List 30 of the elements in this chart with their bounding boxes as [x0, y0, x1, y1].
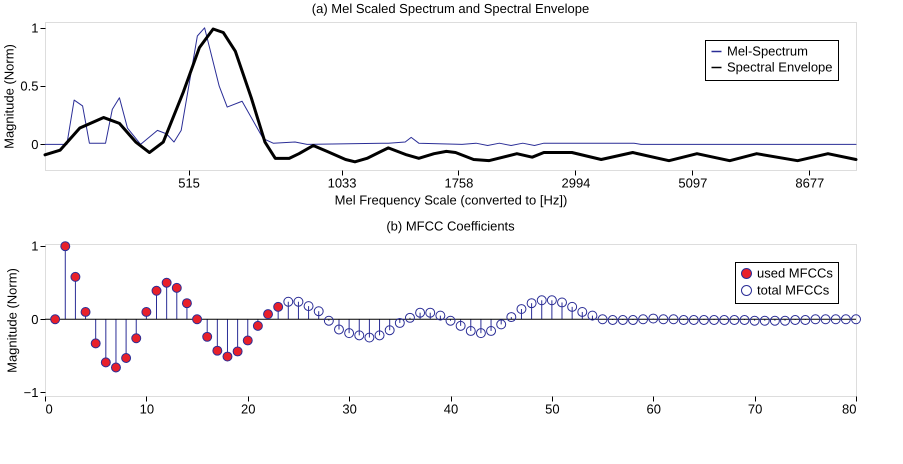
y-tick-label: 0: [31, 312, 38, 327]
x-tick-label: 70: [748, 402, 762, 416]
y-tick-label: −1: [24, 384, 38, 400]
y-tick-label: 0.5: [20, 78, 38, 94]
x-tick-label: 515: [178, 176, 200, 190]
legend-label: used MFCCs: [757, 266, 834, 280]
x-tick-label: 40: [444, 402, 458, 416]
x-tick-label: 5097: [678, 176, 708, 190]
x-tick-label: 50: [545, 402, 560, 416]
x-axis-title: Mel Frequency Scale (converted to [Hz]): [334, 192, 568, 208]
chart-title: (b) MFCC Coefficients: [386, 218, 516, 234]
legend-label: total MFCCs: [757, 282, 830, 298]
x-tick-label: 8677: [795, 176, 824, 190]
y-tick-label: 1: [31, 20, 38, 36]
x-tick-label: 1033: [328, 176, 357, 190]
x-tick-label: 1758: [444, 176, 474, 190]
chart-title: (a) Mel Scaled Spectrum and Spectral Envelope: [312, 0, 590, 16]
x-tick-label: 0: [46, 402, 53, 416]
y-axis-title: Magnitude (Norm): [4, 268, 20, 373]
y-axis-title: Magnitude (Norm): [1, 44, 16, 149]
x-tick-label: 80: [842, 402, 856, 416]
x-tick-label: 20: [241, 402, 256, 416]
x-tick-label: 30: [342, 402, 357, 416]
legend-label: Spectral Envelope: [727, 60, 833, 74]
y-tick-label: 1: [31, 238, 38, 254]
legend-label: Mel-Spectrum: [727, 44, 808, 58]
x-tick-label: 10: [140, 402, 154, 416]
x-tick-label: 60: [646, 402, 661, 416]
x-tick-label: 2994: [561, 176, 590, 190]
y-tick-label: 0: [31, 136, 38, 152]
